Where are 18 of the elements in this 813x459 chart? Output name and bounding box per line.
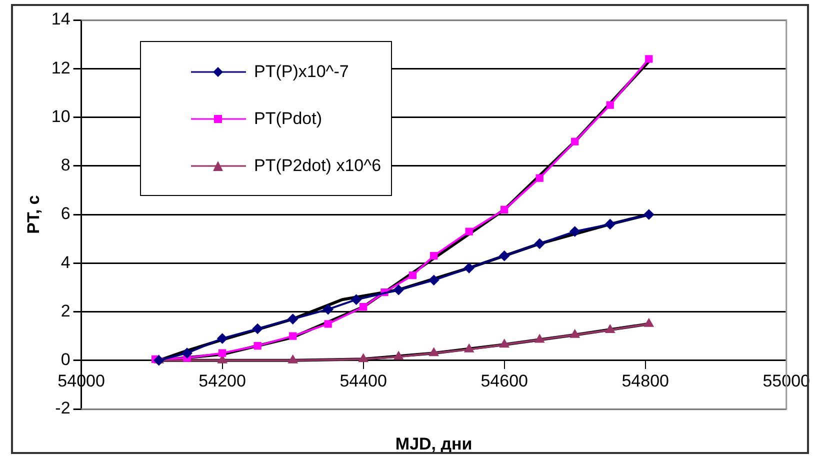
y-tick-label: 6 bbox=[60, 204, 70, 224]
x-axis-title: MJD, дни bbox=[395, 434, 472, 454]
x-tick-label: 54200 bbox=[198, 371, 246, 390]
y-tick-label: -2 bbox=[55, 398, 70, 418]
y-tick-label: 8 bbox=[60, 156, 70, 175]
x-tick-label: 54800 bbox=[622, 371, 669, 390]
y-tick-label: 14 bbox=[51, 10, 70, 29]
legend-label: PT(P)x10^-7 bbox=[254, 62, 349, 82]
x-tick-label: 54600 bbox=[480, 371, 528, 390]
y-tick-label: 4 bbox=[60, 252, 70, 272]
y-tick-label: 12 bbox=[51, 58, 70, 78]
legend-label: PT(Pdot) bbox=[254, 108, 322, 128]
y-tick-label: 0 bbox=[60, 350, 70, 370]
x-tick-label: 54400 bbox=[340, 371, 387, 390]
y-tick-label: 2 bbox=[60, 301, 70, 320]
y-axis-title: PT, с bbox=[24, 195, 43, 234]
y-tick-label: 10 bbox=[51, 106, 70, 126]
legend-label: PT(P2dot) x10^6 bbox=[254, 156, 382, 176]
